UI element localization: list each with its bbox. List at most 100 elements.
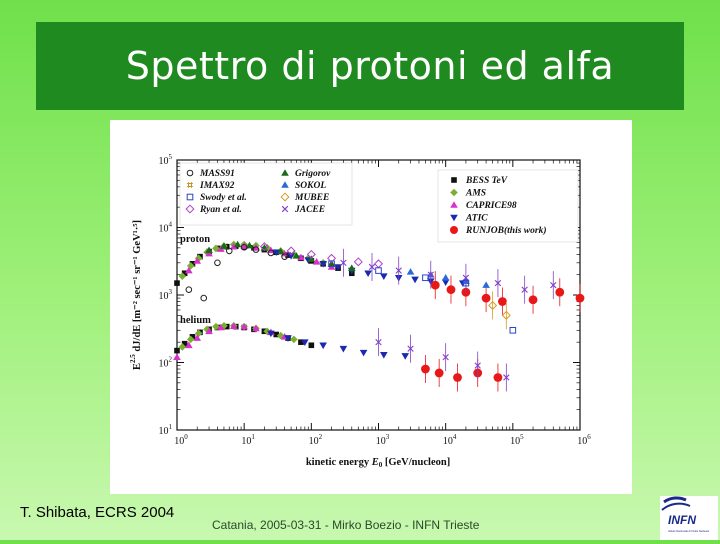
data-point-runjob-this-work (453, 373, 462, 382)
data-point-mass91 (267, 249, 275, 257)
data-point-mass91 (200, 294, 208, 302)
data-point-ryan-et-al (327, 253, 337, 263)
data-point-caprice98 (185, 341, 193, 349)
legend-label: ATIC (465, 214, 488, 224)
legend-label: Grigorov (295, 169, 331, 179)
legend-label: Swody et al. (200, 193, 247, 203)
data-point-grigorov (205, 246, 213, 254)
x-tick-label: 103 (376, 433, 390, 447)
data-point-runjob-this-work (461, 287, 471, 297)
data-point-caprice98 (217, 323, 225, 331)
legend-label: CAPRICE98 (466, 201, 517, 211)
legend-marker (187, 182, 193, 188)
data-point-bess-tev (189, 260, 196, 267)
data-point-jacee (503, 374, 510, 381)
data-point-runjob-this-work (575, 293, 585, 303)
data-point-ams (186, 262, 195, 270)
y-tick-label: 103 (159, 288, 173, 302)
data-point-caprice98 (193, 257, 202, 264)
data-point-atic (334, 264, 342, 271)
data-point-caprice98 (205, 327, 213, 335)
data-point-runjob-this-work (493, 373, 503, 382)
data-point-ryan-et-al (286, 246, 296, 256)
legend-label: MUBEE (294, 193, 329, 203)
data-point-ams (263, 327, 271, 336)
data-point-caprice98 (185, 266, 193, 274)
data-point-caprice98 (205, 249, 213, 257)
data-point-atic (301, 339, 309, 346)
legend-marker (281, 181, 289, 188)
data-point-ryan-et-al (353, 257, 363, 267)
data-point-swody-et-al (509, 326, 517, 334)
data-point-swody-et-al (462, 279, 470, 287)
data-point-jacee (474, 362, 481, 369)
y-axis-label: E2.5 dJ/dE [m⁻² sec⁻¹ sr⁻¹ GeV¹·⁵] (129, 220, 143, 370)
data-point-atic (380, 352, 388, 359)
annotation-proton: proton (180, 234, 210, 245)
legend-marker (281, 205, 289, 213)
data-point-ams (194, 329, 203, 338)
data-point-jacee (368, 263, 376, 271)
data-point-mass91 (252, 246, 260, 253)
x-tick-label: 102 (309, 433, 323, 447)
data-point-caprice98 (229, 242, 238, 250)
legend-marker (281, 169, 289, 176)
data-point-atic (411, 276, 419, 284)
data-point-ams (203, 325, 211, 334)
legend-label: AMS (465, 189, 486, 199)
legend-label: RUNJOB(this work) (465, 225, 547, 236)
x-tick-label: 105 (510, 433, 524, 447)
data-point-ryan-et-al (306, 249, 316, 259)
x-tick-label: 101 (241, 433, 255, 447)
data-point-ams (194, 254, 203, 263)
data-point-ams (290, 335, 298, 344)
data-point-caprice98 (240, 322, 248, 330)
data-point-bess-tev (273, 331, 280, 338)
data-point-grigorov (245, 241, 254, 249)
data-point-bess-tev (285, 252, 291, 258)
legend-right-box (437, 169, 579, 243)
data-point-caprice98 (193, 334, 202, 341)
y-tick-label: 104 (159, 221, 173, 235)
data-point-atic (267, 330, 275, 338)
data-point-swody-et-al (328, 260, 335, 268)
data-point-runjob-this-work (528, 295, 538, 305)
data-point-atic (339, 345, 348, 353)
data-point-caprice98 (252, 324, 260, 332)
credit-text: T. Shibata, ECRS 2004 (20, 504, 175, 521)
logo-subtext: Istituto Nazionale di Fisica Nucleare (668, 529, 710, 533)
y-tick-label: 105 (159, 153, 173, 167)
data-point-caprice98 (312, 258, 321, 265)
data-point-grigorov (276, 247, 285, 255)
data-point-ams (178, 272, 187, 280)
data-point-swody-et-al (422, 274, 429, 282)
data-point-jacee (494, 279, 502, 287)
data-point-bess-tev (308, 342, 315, 349)
legend-marker (186, 193, 194, 201)
legend-marker (280, 192, 290, 202)
data-point-bess-tev (181, 340, 188, 347)
data-point-runjob-this-work (421, 364, 430, 374)
data-point-ryan-et-al (373, 259, 384, 269)
legend-marker (450, 188, 458, 197)
data-point-runjob-this-work (555, 287, 565, 297)
data-point-mass91 (281, 253, 288, 260)
y-tick-label: 101 (159, 423, 173, 437)
data-point-runjob-this-work (446, 285, 456, 295)
data-point-runjob-this-work (434, 368, 444, 378)
x-axis-label: kinetic energy E0 [GeV/nucleon] (306, 457, 450, 469)
legend-label: BESS TeV (465, 176, 508, 186)
legend-marker (450, 226, 458, 234)
x-tick-label: 104 (443, 433, 457, 447)
y-tick-label: 102 (159, 356, 173, 370)
data-point-mass91 (185, 286, 193, 293)
x-tick-label: 100 (174, 433, 188, 447)
data-point-ryan-et-al (259, 242, 269, 252)
data-point-atic (380, 273, 388, 280)
data-point-atic (272, 249, 281, 257)
data-point-atic (319, 260, 327, 268)
data-point-runjob-this-work (481, 293, 491, 303)
data-point-grigorov (347, 264, 356, 271)
legend-label: JACEE (294, 205, 325, 215)
title-bar: Spettro di protoni ed alfa (36, 22, 684, 110)
